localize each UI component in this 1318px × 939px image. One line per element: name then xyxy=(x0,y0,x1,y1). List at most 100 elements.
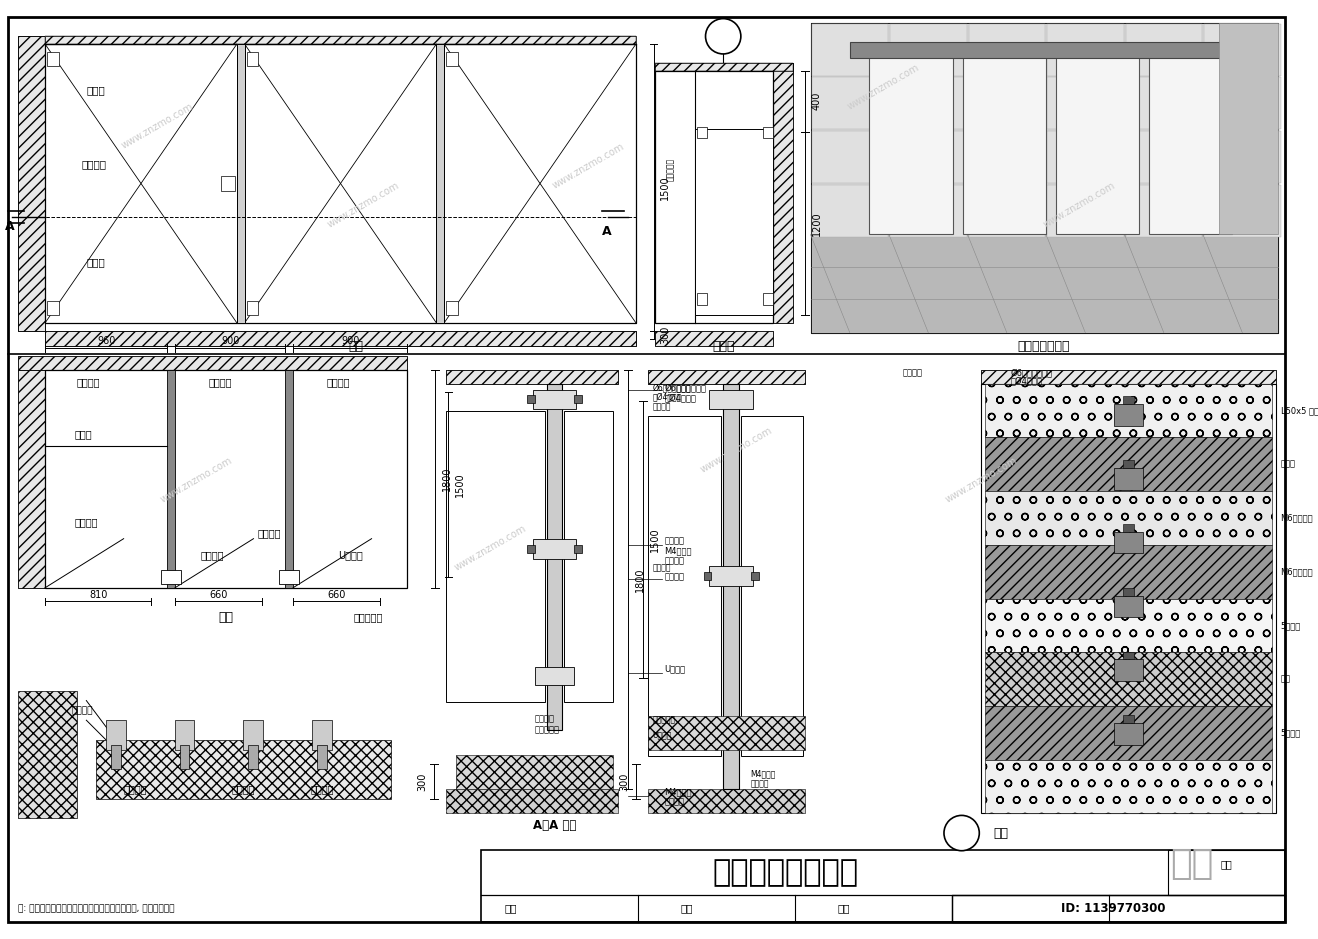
Text: 对锁螺栓: 对锁螺栓 xyxy=(751,779,770,789)
Text: 门拴及门栓: 门拴及门栓 xyxy=(652,716,676,725)
Bar xyxy=(246,52,258,66)
Text: 300: 300 xyxy=(660,326,671,344)
Bar xyxy=(985,760,1272,813)
Text: A: A xyxy=(5,221,14,233)
Bar xyxy=(481,850,1285,922)
Bar xyxy=(751,572,759,579)
Text: M4半圆头: M4半圆头 xyxy=(664,787,692,796)
Bar xyxy=(564,411,613,702)
Bar xyxy=(45,331,635,346)
Text: 5厚理绫: 5厚理绫 xyxy=(1281,621,1301,630)
Bar xyxy=(1205,185,1281,238)
Bar xyxy=(47,52,59,66)
Bar xyxy=(1114,405,1143,425)
Text: 注: 成品卫生间隔断安装前应详细阅读产品说明书, 按要求施工。: 注: 成品卫生间隔断安装前应详细阅读产品说明书, 按要求施工。 xyxy=(17,904,174,913)
Text: A－A 剖面: A－A 剖面 xyxy=(532,819,576,832)
Text: 1800: 1800 xyxy=(635,567,645,592)
Bar xyxy=(1123,524,1135,531)
Bar xyxy=(982,370,1276,384)
Bar xyxy=(811,23,1277,332)
Text: 300: 300 xyxy=(619,773,629,791)
Bar xyxy=(1114,531,1143,553)
Text: www.znzmo.com: www.znzmo.com xyxy=(845,63,921,112)
Bar xyxy=(45,37,635,44)
Bar xyxy=(647,789,804,813)
Text: 配Ø4木螺钉: 配Ø4木螺钉 xyxy=(652,392,681,401)
Text: B: B xyxy=(957,826,966,839)
Bar xyxy=(285,370,293,588)
Bar xyxy=(527,395,535,403)
Text: 单翼支托: 单翼支托 xyxy=(71,706,94,715)
Bar xyxy=(982,384,1276,813)
Bar xyxy=(704,572,712,579)
Bar xyxy=(1123,588,1135,595)
Bar xyxy=(45,370,407,588)
Bar xyxy=(1123,716,1135,723)
Text: www.znzmo.com: www.znzmo.com xyxy=(119,101,195,151)
Text: 配Ø4木螺钉: 配Ø4木螺钉 xyxy=(1011,377,1043,385)
Bar xyxy=(982,370,1276,384)
Bar xyxy=(1168,850,1285,895)
Bar xyxy=(811,23,1277,235)
Text: 单翼支托: 单翼支托 xyxy=(200,550,224,560)
Bar xyxy=(647,370,804,384)
Text: Ø6甲型塑料胀管: Ø6甲型塑料胀管 xyxy=(664,383,706,393)
Text: 300: 300 xyxy=(416,773,427,791)
Bar xyxy=(279,570,299,584)
Bar xyxy=(1046,185,1123,238)
Bar xyxy=(647,370,804,384)
Text: 单翼支托: 单翼支托 xyxy=(258,529,281,538)
Bar xyxy=(812,185,888,238)
Bar xyxy=(812,23,888,75)
Text: 660: 660 xyxy=(210,590,228,600)
Text: 塑料套管: 塑料套管 xyxy=(652,403,671,411)
Bar xyxy=(647,416,721,757)
Bar xyxy=(167,370,175,588)
Text: www.znzmo.com: www.znzmo.com xyxy=(1041,180,1118,230)
Bar xyxy=(969,131,1045,183)
Bar xyxy=(17,370,45,588)
Text: 配Ø4木螺钉: 配Ø4木螺钉 xyxy=(664,393,696,402)
Text: 知末: 知末 xyxy=(1170,848,1214,882)
Bar xyxy=(774,63,793,323)
Bar xyxy=(969,23,1045,75)
Bar xyxy=(1126,131,1202,183)
Text: B: B xyxy=(718,30,728,43)
Text: U型支托: U型支托 xyxy=(664,665,685,674)
Bar xyxy=(444,44,635,323)
Text: U型支托: U型支托 xyxy=(339,550,362,560)
Text: 双翼支托: 双翼支托 xyxy=(652,563,671,573)
Text: 平面: 平面 xyxy=(219,610,233,623)
Text: 400: 400 xyxy=(812,92,821,111)
Bar xyxy=(774,63,793,323)
Text: 双翼支托: 双翼支托 xyxy=(664,537,684,546)
Bar xyxy=(1149,52,1232,235)
Bar xyxy=(17,356,407,370)
Bar xyxy=(890,131,966,183)
Text: 1500: 1500 xyxy=(660,175,671,200)
Text: M6金属螺栓: M6金属螺栓 xyxy=(1281,567,1313,577)
Bar xyxy=(179,745,190,769)
Bar xyxy=(47,301,59,315)
Text: 由设计确定: 由设计确定 xyxy=(666,158,675,181)
Text: 门扇锁镇: 门扇锁镇 xyxy=(82,159,107,169)
Text: www.znzmo.com: www.znzmo.com xyxy=(158,455,235,504)
Text: 810: 810 xyxy=(90,590,108,600)
Circle shape xyxy=(705,19,741,54)
Text: 单翼支托: 单翼支托 xyxy=(232,784,256,793)
Bar xyxy=(811,235,1277,332)
Bar xyxy=(96,740,390,799)
Bar xyxy=(741,416,803,757)
Bar xyxy=(17,37,45,331)
Bar xyxy=(1205,131,1281,183)
Bar xyxy=(447,52,457,66)
Text: 1500: 1500 xyxy=(455,472,465,497)
Bar xyxy=(1046,78,1123,130)
Text: Ø6甲型塑料胀管: Ø6甲型塑料胀管 xyxy=(1011,368,1053,377)
Bar xyxy=(1123,460,1135,468)
Bar xyxy=(1114,468,1143,489)
Bar xyxy=(45,37,635,44)
Bar xyxy=(985,384,1272,438)
Text: 900: 900 xyxy=(221,336,240,346)
Bar xyxy=(237,44,245,323)
